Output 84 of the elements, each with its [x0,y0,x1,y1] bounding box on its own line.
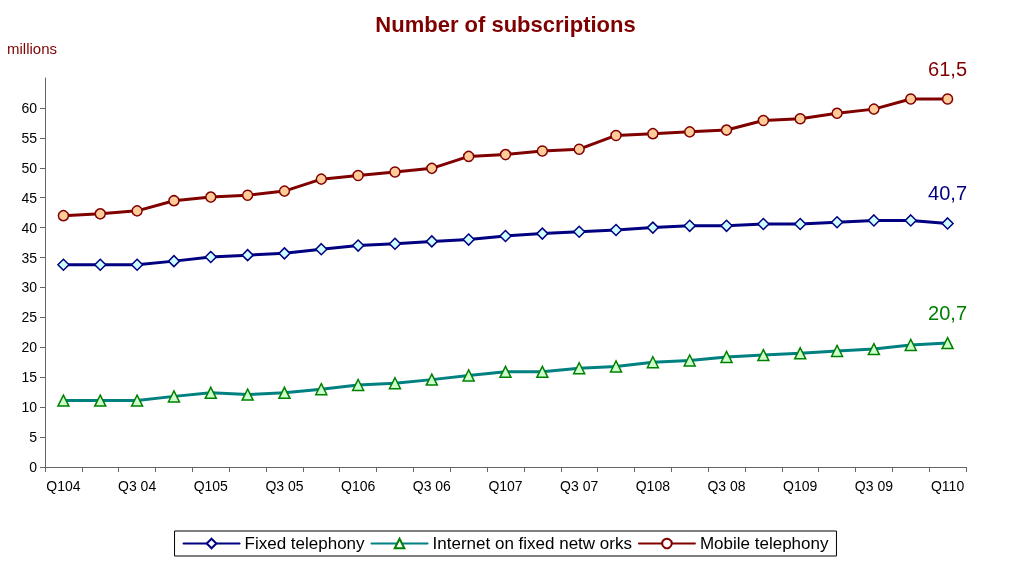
point [315,242,328,256]
point [536,145,549,157]
x-tick-label: Q3 09 [854,478,894,494]
point [757,114,770,127]
data-label: 20,7 [928,301,968,324]
y-tick-label: 50 [21,159,38,176]
point [757,217,770,231]
point [204,250,218,264]
x-tick-label: Q3 07 [560,478,599,494]
point [57,258,70,271]
point [278,185,291,197]
chart-title: Number of subscriptions [375,11,636,37]
x-tick-label: Q3 08 [707,478,746,494]
point [647,127,659,140]
data-label: 61,5 [928,58,968,81]
x-tick-label: Q3 06 [412,478,452,494]
y-tick-label: 55 [21,129,38,146]
x-tick-label: Q105 [193,478,229,494]
point [867,214,881,227]
point [462,150,475,163]
x-tick-label: Q106 [341,478,376,494]
legend-label: Mobile telephony [699,534,829,553]
point [830,215,844,229]
x-tick-label: Q110 [930,478,965,494]
point [462,233,475,246]
point [499,148,512,161]
point [499,229,512,243]
point [646,221,660,234]
y-tick-label: 10 [21,399,38,416]
y-tick-label: 45 [21,189,38,206]
point [205,191,217,203]
legend-label: Internet on fixed netw orks [432,534,632,553]
point [941,93,954,105]
x-tick-label: Q3 04 [118,478,157,494]
point [241,189,254,202]
x-tick-label: Q107 [488,478,523,494]
point [315,173,328,185]
x-tick-label: Q109 [783,478,818,494]
point [793,217,807,231]
point [573,143,585,155]
point [683,219,696,233]
point [868,103,880,115]
point [389,166,401,178]
point [94,208,107,220]
point [720,219,733,233]
point [609,223,623,237]
point [94,258,107,271]
point [831,107,843,120]
point [720,124,733,136]
y-tick-label: 35 [21,249,38,266]
legend-label: Fixed telephony [244,534,366,553]
y-tick-label: 60 [21,99,38,116]
point [425,235,439,248]
x-tick-label: Q3 05 [265,478,304,494]
point [131,205,143,217]
y-tick-label: 30 [21,279,38,296]
point [536,227,549,240]
x-tick-label: Q108 [635,478,671,494]
y-tick-label: 0 [29,459,38,475]
y-tick-label: 40 [21,219,38,236]
point [352,169,364,182]
y-tick-label: 15 [21,369,38,386]
point [278,247,291,260]
point [241,248,254,262]
point [168,194,180,207]
point [794,112,806,125]
point [683,126,696,138]
y-tick-label: 5 [29,429,38,446]
point [904,214,917,227]
point [130,258,144,271]
y-tick-label: 25 [21,309,38,326]
point [351,239,365,252]
point [905,93,917,105]
y-tick-label: 20 [21,339,38,356]
point [167,254,181,268]
point [610,129,622,142]
point [57,209,70,222]
point [572,225,586,239]
x-tick-label: Q104 [46,478,81,494]
data-label: 40,7 [928,182,968,205]
y-axis-title: millions [7,40,58,57]
point [941,217,954,230]
point [388,237,402,251]
point [426,162,438,175]
